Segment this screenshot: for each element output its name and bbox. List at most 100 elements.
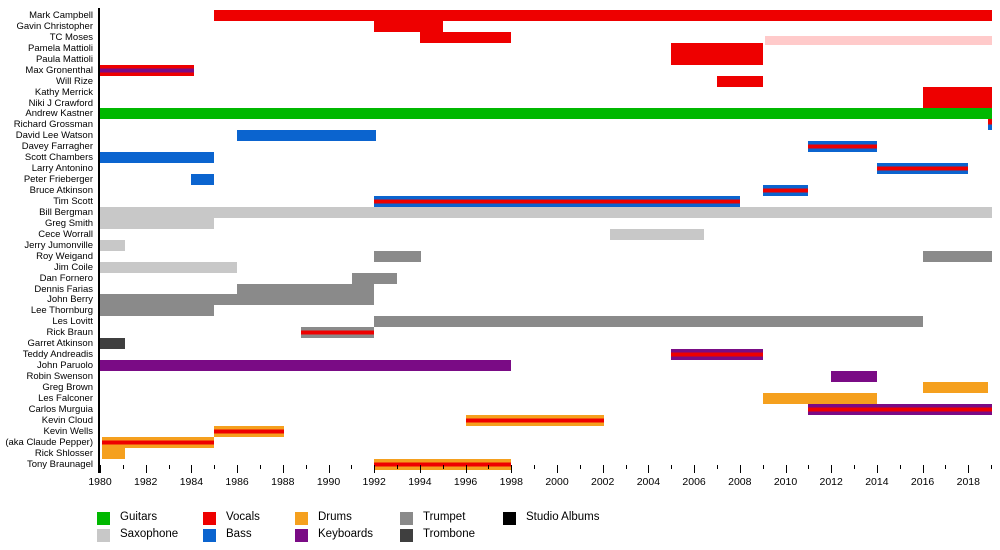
axis-major-tick: [419, 465, 421, 473]
timeline-bar: [987, 119, 993, 131]
member-label: Peter Frieberger: [23, 174, 93, 186]
timeline-bar: [764, 35, 993, 45]
timeline-bar: [237, 283, 375, 295]
legend-label: Saxophone: [120, 528, 179, 540]
timeline-bar: [374, 250, 422, 262]
legend-label: Drums: [318, 511, 352, 523]
timeline-bar: [214, 10, 993, 21]
member-label: TC Moses: [49, 31, 93, 43]
axis-minor-tick: [854, 465, 856, 469]
legend-swatch-trumpet: [400, 512, 413, 525]
member-label: Gavin Christopher: [16, 20, 93, 32]
legend-label: Bass: [226, 528, 252, 540]
axis-minor-tick: [671, 465, 673, 469]
axis-tick-label: 1986: [225, 476, 249, 488]
axis-tick-label: 2006: [682, 476, 706, 488]
member-label: Robin Swenson: [26, 371, 93, 383]
axis-tick-label: 1980: [88, 476, 112, 488]
timeline-bar: [352, 272, 398, 284]
axis-tick-label: 2014: [865, 476, 889, 488]
legend-label: Trumpet: [423, 511, 466, 523]
legend-swatch-bass: [203, 529, 216, 542]
timeline-bar: [100, 360, 512, 372]
member-label: Jim Coile: [53, 261, 93, 273]
member-label: Kathy Merrick: [34, 86, 93, 98]
axis-tick-label: 2018: [956, 476, 980, 488]
member-label: (aka Claude Pepper): [5, 436, 93, 448]
timeline-bar: [100, 338, 126, 350]
member-label: Dan Fornero: [39, 272, 93, 284]
axis-minor-tick: [122, 465, 124, 469]
member-label: Kevin Wells: [43, 425, 93, 437]
member-label: Jerry Jumonville: [24, 239, 93, 251]
timeline-bar: [374, 316, 923, 328]
timeline-bar: [671, 53, 763, 65]
member-label: Rick Braun: [46, 327, 93, 339]
timeline-bar: [100, 217, 215, 229]
member-label: David Lee Watson: [15, 130, 93, 142]
timeline-bar: [102, 436, 215, 448]
timeline-bar: [876, 163, 969, 175]
member-label: Davey Farragher: [21, 141, 93, 153]
axis-tick-label: 2002: [591, 476, 615, 488]
timeline-bar: [922, 381, 988, 393]
axis-minor-tick: [899, 465, 901, 469]
timeline-bar: [374, 20, 443, 32]
timeline-bar: [762, 392, 877, 404]
timeline-bar: [609, 228, 705, 240]
axis-minor-tick: [762, 465, 764, 469]
axis-minor-tick: [259, 465, 261, 469]
legend-swatch-keyboards: [295, 529, 308, 542]
axis-minor-tick: [945, 465, 947, 469]
member-label: Richard Grossman: [13, 119, 93, 131]
timeline-bar: [762, 185, 809, 197]
member-label: Les Falconer: [38, 392, 93, 404]
member-label: Dennis Farias: [34, 283, 93, 295]
axis-minor-tick: [442, 465, 444, 469]
y-axis-line: [98, 8, 100, 473]
axis-tick-label: 1998: [499, 476, 523, 488]
timeline-bar: [831, 371, 877, 383]
timeline-bar: [102, 447, 126, 459]
axis-tick-label: 2012: [819, 476, 843, 488]
timeline-bar: [419, 31, 512, 43]
member-label: Larry Antonino: [31, 163, 93, 175]
axis-tick-label: 2016: [910, 476, 935, 488]
axis-minor-tick: [214, 465, 216, 469]
legend-label: Keyboards: [318, 528, 373, 540]
axis-major-tick: [511, 465, 513, 473]
axis-major-tick: [831, 465, 833, 473]
axis-tick-label: 1988: [271, 476, 295, 488]
member-label: Les Lovitt: [52, 316, 93, 328]
timeline-bar: [100, 305, 215, 317]
axis-major-tick: [465, 465, 467, 473]
timeline-bar: [671, 42, 763, 54]
axis-major-tick: [191, 465, 193, 473]
legend-swatch-studio_albums: [503, 512, 516, 525]
timeline-bar: [716, 75, 763, 87]
member-label: Greg Brown: [42, 381, 93, 393]
timeline-bar: [922, 250, 993, 262]
axis-major-tick: [557, 465, 558, 473]
axis-major-tick: [374, 465, 376, 473]
timeline-bar: [100, 294, 375, 306]
timeline-bar: [100, 206, 993, 218]
axis-major-tick: [648, 465, 650, 473]
timeline-bar: [301, 327, 375, 339]
member-label: Tony Braunagel: [26, 458, 93, 470]
axis-tick-label: 1990: [316, 476, 341, 488]
member-label: Max Gronenthal: [25, 64, 93, 76]
timeline-bar: [100, 261, 238, 273]
timeline-bar: [100, 64, 194, 76]
member-label: Will Rize: [56, 75, 93, 87]
axis-minor-tick: [991, 465, 993, 469]
axis-major-tick: [282, 465, 284, 473]
member-label: John Paruolo: [37, 360, 93, 372]
member-label: Bruce Atkinson: [29, 185, 93, 197]
legend-label: Trombone: [423, 528, 475, 540]
axis-minor-tick: [397, 465, 399, 469]
legend-swatch-vocals: [203, 512, 216, 525]
axis-minor-tick: [488, 465, 490, 469]
axis-minor-tick: [534, 465, 536, 469]
